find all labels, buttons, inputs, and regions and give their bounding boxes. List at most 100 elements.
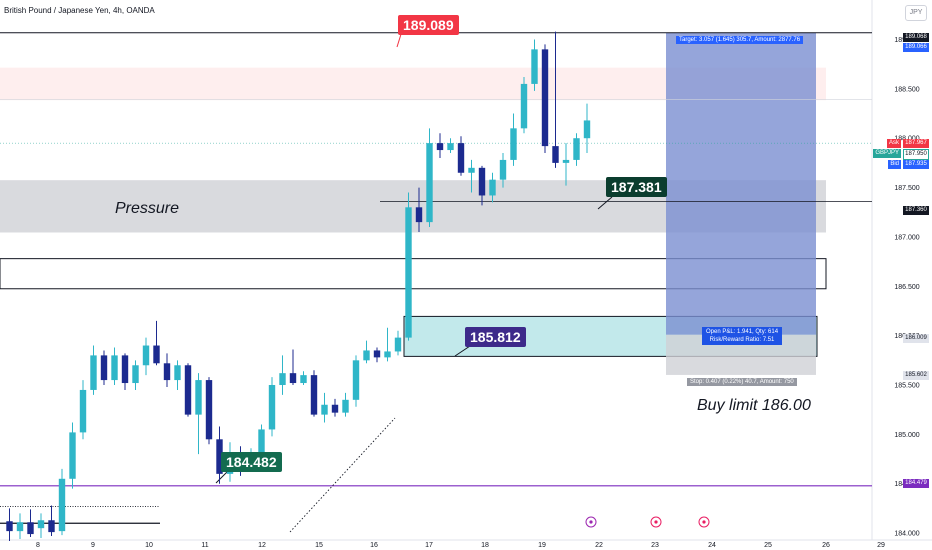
candle-body	[205, 380, 213, 440]
candle-body	[279, 373, 286, 386]
candle-body	[373, 350, 381, 358]
y-tick-label: 187.500	[894, 185, 919, 192]
event-icon-dot	[702, 520, 706, 524]
candle-body	[510, 128, 517, 160]
x-tick-label: 29	[877, 542, 885, 549]
x-tick-label: 11	[201, 542, 208, 549]
candle-body	[300, 375, 307, 384]
price-label-high: 189.068	[903, 33, 929, 42]
candle-body	[216, 439, 223, 474]
y-tick-label: 185.000	[894, 432, 919, 439]
x-tick-label: 22	[595, 542, 603, 549]
currency-button[interactable]: JPY	[905, 5, 927, 21]
x-tick-label: 19	[538, 542, 546, 549]
candle-body	[436, 143, 444, 151]
callout-entry: 185.812	[465, 327, 526, 347]
event-icon-dot	[654, 520, 658, 524]
x-tick-label: 10	[145, 542, 153, 549]
candle-body	[552, 146, 559, 163]
candle-body	[121, 355, 129, 384]
candle-body	[310, 375, 318, 415]
candle-body	[289, 373, 297, 384]
callout-high: 189.089	[398, 15, 459, 35]
x-tick-label: 8	[36, 542, 40, 549]
candle-body	[405, 207, 412, 338]
candle-body	[426, 143, 433, 223]
candle-body	[69, 432, 76, 479]
candle-body	[321, 404, 328, 415]
ask-price: 187.967	[903, 139, 929, 148]
candle-body	[562, 159, 570, 163]
x-tick-label: 9	[91, 542, 95, 549]
pnl-info: Open P&L: 1.941, Qty: 614 Risk/Reward Ra…	[702, 327, 783, 345]
candle-body	[48, 520, 55, 533]
stop-info: Stop: 0.407 (0.22%) 40.7, Amount: 750	[687, 378, 797, 386]
y-tick-label: 184.000	[894, 531, 919, 538]
candle-body	[58, 478, 66, 532]
price-label-resistance: 187.360	[903, 206, 929, 215]
price-label-support: 184.479	[903, 479, 929, 488]
symbol-title: British Pound / Japanese Yen, 4h, OANDA	[4, 6, 155, 15]
callout-low: 184.482	[221, 452, 282, 472]
pnl-line: Open P&L: 1.941, Qty: 614	[706, 329, 779, 335]
symbol-tag: GBPJPY	[873, 149, 901, 158]
x-tick-label: 26	[822, 542, 830, 549]
candle-body	[415, 207, 423, 223]
candle-body	[268, 385, 276, 430]
candle-body	[16, 522, 24, 532]
candle-body	[342, 399, 349, 413]
x-tick-label: 24	[708, 542, 716, 549]
candle-body	[394, 337, 402, 352]
y-tick-label: 188.500	[894, 86, 919, 93]
candle-body	[489, 179, 496, 196]
price-label-entry: 186.009	[903, 334, 929, 343]
candle-body	[163, 363, 171, 381]
candle-body	[331, 404, 339, 413]
candle-body	[37, 520, 45, 529]
candle-body	[352, 360, 360, 400]
y-tick-label: 185.500	[894, 383, 919, 390]
bid-price: 187.935	[903, 160, 929, 169]
candle-body	[184, 365, 192, 415]
candle-body	[457, 143, 465, 173]
trend-line	[289, 417, 396, 533]
callout-entry-pointer	[454, 345, 471, 357]
candle-body	[132, 365, 139, 384]
candle-body	[468, 167, 475, 173]
candle-body	[363, 350, 370, 361]
candle-body	[111, 355, 118, 381]
mid-price: 187.950	[903, 149, 929, 160]
y-tick-label: 186.500	[894, 284, 919, 291]
candle-body	[100, 355, 108, 381]
candle-body	[447, 143, 454, 151]
candle-body	[90, 355, 97, 390]
candle-body	[142, 345, 150, 366]
buy-limit-label: Buy limit 186.00	[697, 397, 811, 414]
candle-body	[384, 351, 391, 358]
candle-body	[153, 345, 160, 364]
candle-body	[27, 522, 34, 535]
callout-resistance-pointer	[597, 196, 613, 210]
x-tick-label: 25	[764, 542, 772, 549]
event-icon-dot	[589, 520, 593, 524]
ask-tag: Ask	[886, 139, 901, 148]
x-tick-label: 18	[481, 542, 489, 549]
candle-body	[258, 429, 265, 457]
price-label-stop: 185.602	[903, 371, 929, 380]
x-tick-label: 23	[651, 542, 659, 549]
x-tick-label: 16	[370, 542, 378, 549]
candle-body	[573, 138, 580, 160]
x-tick-label: 15	[315, 542, 323, 549]
candle-body	[174, 365, 181, 381]
rr-line: Risk/Reward Ratio: 7.51	[709, 337, 775, 343]
candle-body	[195, 380, 202, 415]
candle-body	[6, 521, 13, 532]
pressure-label: Pressure	[115, 200, 180, 217]
price-label-target: 189.066	[903, 43, 929, 52]
candle-body	[583, 120, 591, 139]
candle-body	[79, 389, 87, 433]
bid-tag: Bid	[888, 160, 901, 169]
candle-body	[531, 49, 538, 84]
candle-body	[499, 159, 507, 180]
